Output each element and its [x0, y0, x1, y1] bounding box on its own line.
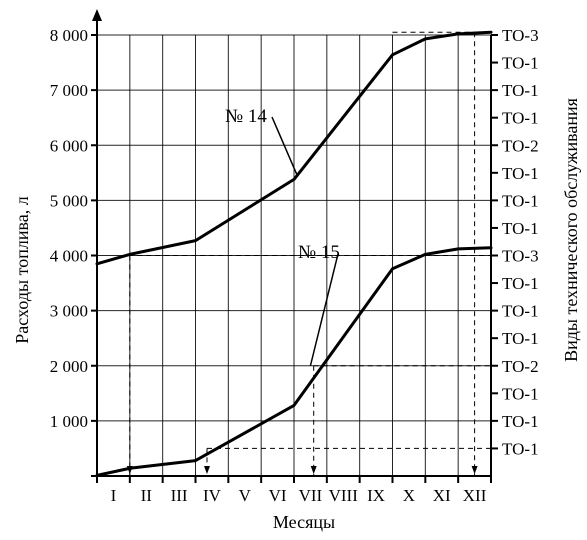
y-tick-label: 7 000: [50, 81, 88, 100]
right-tick-label: ТО-1: [502, 191, 539, 210]
leader-line-14: [271, 116, 298, 176]
right-axis-label: Виды технического обслуживания: [561, 98, 581, 362]
x-tick-label: VII: [299, 486, 323, 505]
guide-arrow: [203, 466, 210, 474]
right-tick-label: ТО-1: [502, 164, 539, 183]
x-tick-label: VI: [269, 486, 287, 505]
right-tick-label: ТО-1: [502, 54, 539, 73]
y-axis-arrow: [92, 9, 102, 21]
y-tick-label: 5 000: [50, 191, 88, 210]
x-tick-label: VIII: [329, 486, 359, 505]
leader-line-15: [309, 253, 339, 366]
right-tick-label: ТО-1: [502, 274, 539, 293]
series-lines: [95, 30, 493, 477]
right-tick-label: ТО-1: [502, 329, 539, 348]
tick-labels: 1 000 2 000 3 000 4 000 5 000 6 000 7 000 8 000…: [50, 26, 539, 505]
axes: [91, 9, 498, 483]
y-tick-label: 2 000: [50, 357, 88, 376]
series-label-14: № 14: [225, 106, 267, 127]
series-label-15: № 15: [298, 242, 340, 263]
x-tick-label: XII: [463, 486, 487, 505]
right-tick-label: ТО-1: [502, 109, 539, 128]
y-tick-label: 4 000: [50, 247, 88, 266]
y-tick-label: 6 000: [50, 136, 88, 155]
x-tick-label: V: [239, 486, 252, 505]
right-tick-label: ТО-1: [502, 384, 539, 403]
x-tick-label: X: [403, 486, 415, 505]
x-tick-label: I: [111, 486, 117, 505]
guide-arrow: [310, 466, 317, 474]
y-tick-label: 8 000: [50, 26, 88, 45]
right-tick-label: ТО-3: [502, 247, 539, 266]
x-axis-label: Месяцы: [273, 512, 335, 532]
right-tick-label: ТО-1: [502, 81, 539, 100]
y-tick-label: 3 000: [50, 302, 88, 321]
right-tick-label: ТО-1: [502, 302, 539, 321]
series-line-14: [95, 30, 493, 266]
y-tick-label: 1 000: [50, 412, 88, 431]
x-tick-label: IV: [203, 486, 222, 505]
x-tick-label: II: [141, 486, 153, 505]
right-tick-label: ТО-3: [502, 26, 539, 45]
right-tick-label: ТО-2: [502, 357, 539, 376]
guide-lines: [126, 31, 491, 476]
guide-arrow: [471, 466, 478, 474]
x-tick-label: III: [171, 486, 188, 505]
series-line-15: [95, 246, 493, 477]
x-tick-label: XI: [433, 486, 451, 505]
right-tick-label: ТО-1: [502, 219, 539, 238]
y-axis-label: Расходы топлива, л: [12, 196, 32, 343]
right-tick-label: ТО-1: [502, 412, 539, 431]
right-tick-label: ТО-1: [502, 439, 539, 458]
right-tick-label: ТО-2: [502, 136, 539, 155]
x-tick-label: IX: [367, 486, 385, 505]
